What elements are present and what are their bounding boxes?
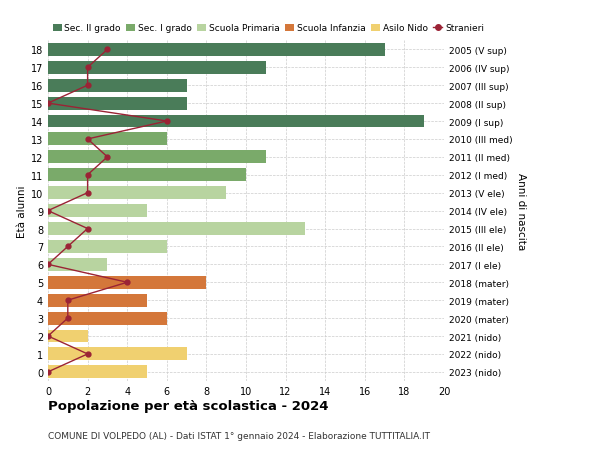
Bar [48,223,305,235]
Text: Popolazione per età scolastica - 2024: Popolazione per età scolastica - 2024 [48,399,329,412]
Bar [48,366,147,379]
Text: COMUNE DI VOLPEDO (AL) - Dati ISTAT 1° gennaio 2024 - Elaborazione TUTTITALIA.IT: COMUNE DI VOLPEDO (AL) - Dati ISTAT 1° g… [48,431,430,441]
Bar [48,258,107,271]
Bar [48,312,167,325]
Bar [48,79,187,92]
Bar [48,44,385,56]
Y-axis label: Anni di nascita: Anni di nascita [517,173,526,250]
Y-axis label: Età alunni: Età alunni [17,185,26,237]
Bar [48,62,266,74]
Legend: Sec. II grado, Sec. I grado, Scuola Primaria, Scuola Infanzia, Asilo Nido, Stran: Sec. II grado, Sec. I grado, Scuola Prim… [53,24,484,34]
Bar [48,294,147,307]
Bar [48,187,226,200]
Bar [48,241,167,253]
Bar [48,151,266,164]
Bar [48,115,424,128]
Bar [48,169,246,182]
Bar [48,348,187,361]
Bar [48,205,147,218]
Bar [48,330,88,343]
Bar [48,133,167,146]
Bar [48,97,187,110]
Bar [48,276,206,289]
